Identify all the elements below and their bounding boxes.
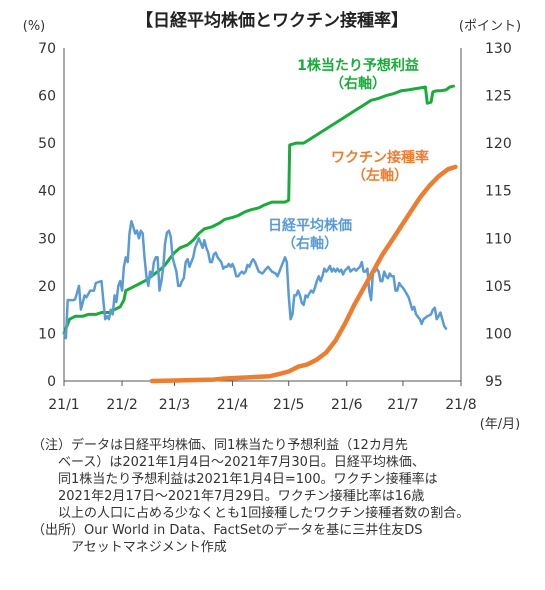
footnotes: （注）データは日経平均株価、同1株当たり予想利益（12カ月先 ベース）は2021… — [32, 437, 537, 556]
nikkei-series-label: （右軸） — [282, 235, 338, 252]
left-tick-label: 70 — [38, 41, 56, 57]
x-tick-label: 21/7 — [387, 397, 418, 413]
x-axis-ticks: 21/1 21/2 21/3 21/4 21/5 21/6 21/7 21/8 — [48, 381, 477, 413]
right-axis-ticks: 95 100 105 110 115 120 125 130 — [485, 41, 512, 390]
right-tick-label: 120 — [485, 136, 512, 152]
right-tick-label: 130 — [485, 41, 512, 57]
x-tick-label: 21/2 — [106, 397, 137, 413]
right-axis-unit: (ポイント) — [459, 19, 521, 34]
note-line: アセットマネジメント作成 — [32, 540, 227, 555]
series-labels: 1株当たり予想利益（右軸）日経平均株価（右軸）ワクチン接種率（左軸） — [268, 57, 429, 252]
right-tick-label: 125 — [485, 89, 512, 105]
note-line: 以上の人口に占める少なくとも1回接種したワクチン接種者数の割合。 — [32, 506, 470, 521]
note-line: （出所）Our World in Data、FactSetのデータを基に三井住友… — [32, 523, 423, 538]
chart: 【日経平均株価とワクチン接種率】 (%) (ポイント) (年/月) 0 10 20 3… — [23, 10, 521, 432]
note-line: 2021年2月17日～2021年7月29日。ワクチン接種比率は16歳 — [32, 489, 425, 504]
x-tick-label: 21/1 — [48, 397, 79, 413]
left-tick-label: 30 — [38, 231, 56, 247]
eps-series-line — [62, 84, 455, 335]
x-tick-label: 21/6 — [331, 397, 363, 413]
left-tick-label: 20 — [38, 279, 56, 295]
axes — [63, 48, 462, 382]
chart-title: 【日経平均株価とワクチン接種率】 — [136, 10, 408, 31]
left-tick-label: 10 — [38, 326, 56, 342]
note-line: （注）データは日経平均株価、同1株当たり予想利益（12カ月先 — [32, 438, 408, 453]
left-tick-label: 0 — [47, 374, 56, 390]
left-axis-unit: (%) — [23, 19, 46, 34]
nikkei-series-line — [62, 219, 448, 340]
series-lines — [62, 84, 458, 384]
left-tick-label: 40 — [38, 184, 56, 200]
right-tick-label: 95 — [485, 374, 503, 390]
left-tick-label: 60 — [38, 89, 56, 105]
x-tick-label: 21/4 — [217, 397, 249, 413]
eps-series-label: 1株当たり予想利益 — [297, 57, 419, 74]
x-tick-label: 21/5 — [273, 397, 304, 413]
note-line: 同1株当たり予想利益は2021年1月4日=100。ワクチン接種率は — [32, 472, 438, 487]
x-tick-label: 21/8 — [445, 397, 476, 413]
right-tick-label: 105 — [485, 279, 512, 295]
vaccine-series-label: （左軸） — [352, 167, 408, 184]
right-tick-label: 100 — [485, 326, 512, 342]
left-axis-ticks: 0 10 20 30 40 50 60 70 — [38, 41, 56, 390]
note-line: ベース）は2021年1月4日～2021年7月30日。日経平均株価、 — [32, 455, 425, 470]
vaccine-series-label: ワクチン接種率 — [331, 149, 429, 166]
nikkei-series-label: 日経平均株価 — [268, 217, 352, 234]
right-tick-label: 115 — [485, 184, 512, 200]
x-tick-label: 21/3 — [159, 397, 190, 413]
vaccine-series-line — [149, 164, 458, 384]
x-axis-unit: (年/月) — [480, 417, 521, 432]
left-tick-label: 50 — [38, 136, 56, 152]
eps-series-label: （右軸） — [330, 75, 386, 92]
right-tick-label: 110 — [485, 231, 512, 247]
